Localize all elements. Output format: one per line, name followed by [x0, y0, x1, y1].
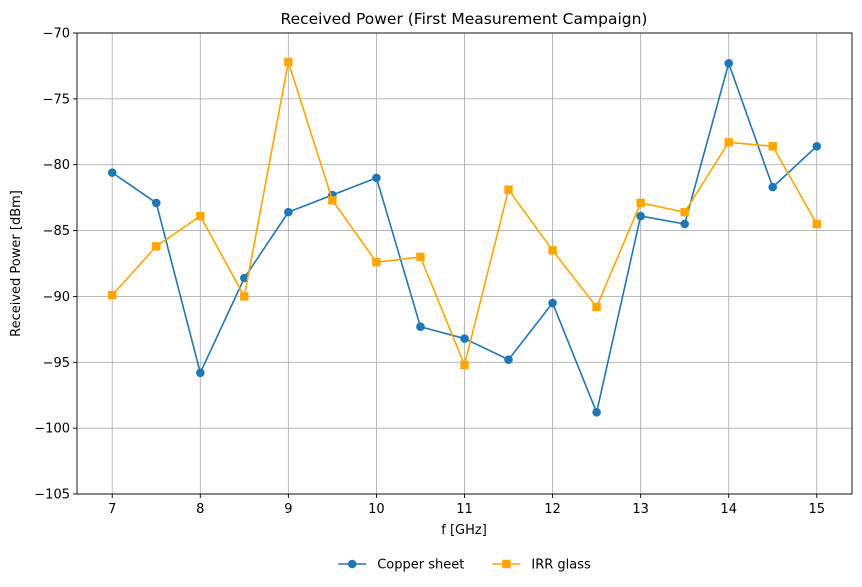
data-point — [195, 368, 205, 378]
data-point — [416, 322, 425, 332]
data-point — [724, 138, 733, 147]
data-point — [636, 211, 645, 221]
legend-marker — [502, 559, 511, 569]
data-point — [328, 196, 337, 205]
data-point — [196, 211, 205, 221]
legend-label: IRR glass — [531, 558, 591, 573]
legend-label: Copper sheet — [377, 558, 464, 573]
data-point — [768, 182, 778, 192]
data-point — [284, 207, 293, 217]
data-point — [812, 219, 821, 229]
x-tick-label: 14 — [720, 502, 737, 517]
y-tick-label: −80 — [43, 158, 70, 173]
data-point — [504, 355, 513, 364]
data-point — [636, 198, 645, 208]
series-irr-glass — [108, 57, 821, 370]
data-point — [151, 198, 161, 208]
data-point — [548, 246, 557, 255]
y-axis-label: Received Power [dBm] — [9, 190, 24, 337]
data-point — [372, 257, 381, 267]
x-tick-label: 12 — [544, 502, 561, 517]
y-tick-label: −95 — [43, 356, 70, 371]
y-axis: −105 −100 −95 −90 −85 −80 −75 −70 — [34, 27, 77, 503]
data-point — [108, 290, 117, 300]
data-point — [416, 252, 425, 262]
data-point — [680, 207, 689, 217]
data-point — [460, 334, 469, 343]
x-axis-label: f [GHz] — [441, 523, 487, 538]
y-tick-label: −105 — [34, 488, 70, 503]
y-tick-label: −90 — [43, 290, 70, 305]
legend-marker — [347, 559, 357, 569]
data-point — [460, 360, 469, 370]
legend-item: IRR glass — [492, 558, 591, 573]
series-copper-sheet — [107, 58, 822, 417]
x-tick-label: 13 — [632, 502, 649, 517]
x-tick-label: 8 — [196, 502, 204, 517]
x-tick-label: 15 — [808, 502, 825, 517]
x-axis: 7 8 9 10 11 12 13 14 15 — [108, 494, 825, 517]
data-point — [240, 273, 249, 283]
legend-item: Copper sheet — [338, 558, 464, 573]
x-tick-label: 10 — [368, 502, 385, 517]
data-point — [548, 298, 557, 308]
data-point — [680, 219, 689, 229]
data-point — [812, 141, 822, 151]
chart-title: Received Power (First Measurement Campai… — [281, 10, 648, 28]
data-point — [372, 173, 381, 183]
data-point — [504, 185, 513, 194]
x-tick-label: 9 — [284, 502, 292, 517]
data-point — [284, 57, 293, 67]
y-tick-label: −75 — [43, 92, 70, 107]
data-point — [592, 302, 601, 312]
y-tick-label: −100 — [34, 422, 70, 437]
y-tick-label: −85 — [43, 224, 70, 239]
data-point — [768, 142, 777, 151]
x-tick-label: 7 — [108, 502, 116, 517]
x-tick-label: 11 — [456, 502, 473, 517]
y-tick-label: −70 — [43, 27, 70, 42]
data-point — [592, 408, 601, 417]
data-point — [240, 292, 249, 301]
legend: Copper sheet IRR glass — [338, 558, 591, 573]
data-point — [152, 242, 161, 251]
data-point — [107, 168, 117, 177]
series-layer — [107, 57, 822, 417]
data-point — [724, 58, 734, 68]
